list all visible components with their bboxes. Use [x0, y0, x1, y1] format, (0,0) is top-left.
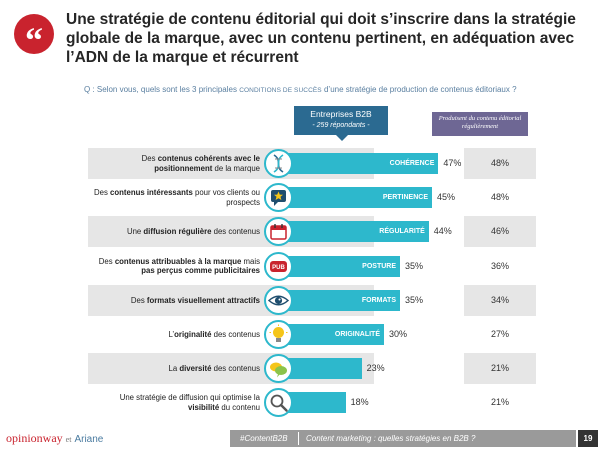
bar — [288, 187, 432, 209]
bar — [288, 289, 400, 311]
row-background-right — [464, 216, 536, 248]
row-background-right — [464, 353, 536, 385]
bar — [288, 153, 439, 174]
bar-value: 23% — [366, 363, 385, 374]
bar-label: PERTINENCE — [382, 194, 428, 202]
bar-value: 35% — [405, 260, 424, 271]
bar-value: 45% — [437, 192, 456, 203]
row-label: Des formats visuellement attractifs — [130, 295, 260, 305]
bar-value: 30% — [389, 329, 408, 339]
page-title: Une stratégie de contenu éditorial qui d… — [66, 11, 576, 66]
lightbulb-icon — [264, 320, 293, 349]
column-header-regular-producers: Produisent du contenu éditorial régulièr… — [432, 112, 528, 136]
chart-row: Des contenus attribuables à la marque ma… — [88, 251, 536, 282]
footer-tagline: Content marketing : quelles stratégies e… — [306, 434, 476, 443]
row-label: La diversité des contenus — [168, 363, 260, 373]
footer: opinionway et Ariane #ContentB2B Content… — [0, 427, 600, 450]
magnifier-icon — [264, 388, 293, 418]
subgroup-value: 48% — [490, 192, 509, 203]
bar-label: RÉGULARITÉ — [379, 228, 425, 236]
row-label: Des contenus cohérents avec le positionn… — [141, 154, 260, 173]
footer-separator — [298, 432, 299, 445]
chart-row: Une diffusion régulière des contenus RÉGU… — [88, 216, 536, 248]
bar-label: POSTURE — [362, 262, 396, 270]
eye-icon — [264, 285, 293, 315]
chart-row: Des contenus intéressants pour vos clien… — [88, 182, 536, 213]
column-header-respondents: - 259 répondants - — [312, 122, 370, 129]
chart-row: Une stratégie de diffusion qui optimise … — [88, 387, 536, 418]
chart-row: L’originalité des contenus ORIGINALITÉ 30%… — [88, 319, 536, 350]
subgroup-value: 36% — [490, 260, 509, 271]
star-speech-icon — [264, 183, 293, 213]
subgroup-value: 27% — [490, 329, 509, 339]
row-background-right — [464, 148, 536, 179]
quote-badge: “ — [14, 14, 54, 60]
bar-label: FORMATS — [361, 296, 396, 304]
bar-label: ORIGINALITÉ — [334, 331, 380, 338]
row-background-right — [464, 284, 536, 316]
speech-bubbles-icon — [264, 354, 293, 384]
chart-row: Des contenus cohérents avec le positionn… — [88, 148, 536, 179]
bar — [288, 324, 384, 345]
column-header-title: Entreprises B2B — [310, 109, 372, 119]
pub-icon: PUB — [264, 251, 293, 281]
subgroup-value: 21% — [490, 397, 509, 408]
row-label: Des contenus attribuables à la marque ma… — [98, 256, 260, 276]
subgroup-value: 34% — [490, 294, 509, 305]
bar — [288, 358, 362, 380]
footer-hashtag: #ContentB2B — [240, 434, 288, 443]
chart-row: La diversité des contenus 23% 21% — [88, 353, 536, 385]
calendar-icon — [264, 217, 293, 247]
bar-value: 47% — [443, 158, 462, 168]
subgroup-value: 48% — [490, 158, 509, 168]
row-label: Une stratégie de diffusion qui optimise … — [119, 393, 260, 412]
svg-text:PUB: PUB — [272, 265, 285, 271]
bar — [288, 392, 346, 414]
row-label: L’originalité des contenus — [168, 329, 260, 339]
bar-label: COHÉRENCE — [389, 160, 435, 167]
page-number: 19 — [578, 430, 598, 447]
row-label: Des contenus intéressants pour vos clien… — [94, 188, 260, 207]
bar-value: 44% — [433, 226, 452, 237]
dna-icon — [264, 149, 293, 178]
subgroup-value: 46% — [490, 226, 509, 237]
chart-row: Des formats visuellement attractifs FORMA… — [88, 284, 536, 316]
footer-band — [230, 430, 576, 447]
survey-question: Q : Selon vous, quels sont les 3 princip… — [84, 85, 517, 94]
bar — [288, 221, 429, 243]
bar-value: 18% — [350, 397, 369, 408]
subgroup-value: 21% — [490, 363, 509, 374]
brand-logo: opinionway et Ariane — [6, 431, 104, 445]
row-label: Une diffusion régulière des contenus — [126, 227, 260, 237]
bar — [288, 255, 400, 277]
bar-value: 35% — [405, 294, 424, 305]
column-header-b2b: Entreprises B2B - 259 répondants - — [294, 106, 388, 141]
